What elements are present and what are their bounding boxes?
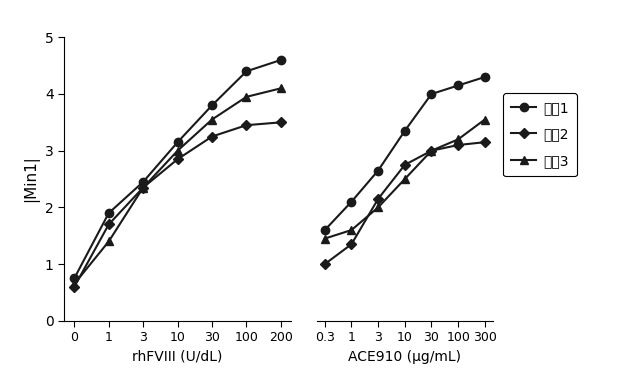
X-axis label: ACE910 (μg/mL): ACE910 (μg/mL) — [348, 350, 461, 364]
Legend: 試蔠1, 試蔠2, 試蔠3: 試蔠1, 試蔠2, 試蔠3 — [503, 93, 577, 176]
X-axis label: rhFVIII (U/dL): rhFVIII (U/dL) — [132, 350, 223, 364]
Y-axis label: |Min1|: |Min1| — [23, 156, 39, 203]
